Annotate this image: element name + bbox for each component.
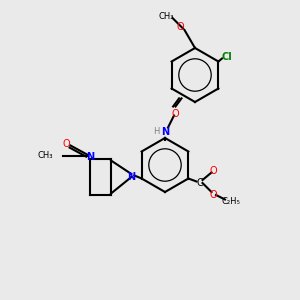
Text: O: O — [176, 22, 184, 32]
Text: H: H — [153, 128, 159, 136]
Text: N: N — [127, 172, 136, 182]
Text: O: O — [209, 166, 217, 176]
Text: N: N — [161, 127, 169, 137]
Text: O: O — [209, 190, 217, 200]
Text: C₂H₅: C₂H₅ — [222, 196, 240, 206]
Text: CH₃: CH₃ — [159, 12, 174, 21]
Text: N: N — [86, 152, 94, 163]
Text: O: O — [62, 139, 70, 149]
Text: O: O — [172, 109, 179, 119]
Text: C: C — [196, 178, 203, 188]
Text: Cl: Cl — [221, 52, 232, 62]
Text: CH₃: CH₃ — [37, 152, 53, 160]
